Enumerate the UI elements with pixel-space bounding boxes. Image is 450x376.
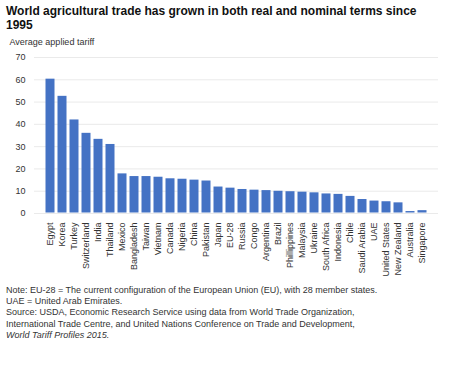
svg-text:40: 40 bbox=[15, 119, 25, 129]
svg-text:Ukraine: Ukraine bbox=[309, 222, 319, 253]
svg-text:Phillippines: Phillippines bbox=[285, 222, 295, 268]
svg-text:Saudi Arabia: Saudi Arabia bbox=[357, 222, 367, 273]
svg-text:India: India bbox=[93, 222, 103, 242]
svg-text:20: 20 bbox=[15, 164, 25, 174]
html-text:Source: USDA, Economic Researc: Source: USDA, Economic Research Service … bbox=[6, 307, 355, 318]
html-text:International Trade Centre, an: International Trade Centre, and United N… bbox=[6, 318, 355, 329]
svg-text:60: 60 bbox=[15, 74, 25, 84]
html-text:World Tariff Profiles 2015.: World Tariff Profiles 2015. bbox=[6, 329, 110, 340]
svg-text:70: 70 bbox=[15, 52, 25, 62]
svg-text:Turkey: Turkey bbox=[69, 222, 79, 250]
svg-text:Korea: Korea bbox=[57, 222, 67, 246]
html-text:UAE = United Arab Emirates.: UAE = United Arab Emirates. bbox=[6, 296, 123, 306]
svg-text:Nigeria: Nigeria bbox=[177, 222, 187, 251]
svg-text:Australia: Australia bbox=[405, 222, 415, 257]
svg-text:Chile: Chile bbox=[345, 222, 355, 243]
svg-text:30: 30 bbox=[15, 141, 25, 151]
svg-text:Russia: Russia bbox=[237, 222, 247, 250]
svg-text:Thailand: Thailand bbox=[105, 222, 115, 257]
svg-text:UAE: UAE bbox=[369, 222, 379, 241]
svg-text:Average applied tariff: Average applied tariff bbox=[10, 37, 95, 47]
svg-text:Bangladesh: Bangladesh bbox=[129, 222, 139, 270]
svg-text:South Africa: South Africa bbox=[321, 222, 331, 271]
svg-text:50: 50 bbox=[15, 97, 25, 107]
html-text:World agricultural trade has g: World agricultural trade has grown in bo… bbox=[6, 4, 417, 33]
svg-text:Argentina: Argentina bbox=[261, 222, 271, 261]
svg-text:Canada: Canada bbox=[165, 222, 175, 254]
svg-text:United States: United States bbox=[381, 222, 391, 277]
svg-text:Congo: Congo bbox=[249, 222, 259, 249]
html-text:Note: EU-28 = The current conf: Note: EU-28 = The current configuration … bbox=[6, 284, 378, 295]
svg-text:0: 0 bbox=[20, 208, 25, 218]
svg-text:Singapore: Singapore bbox=[417, 222, 427, 263]
svg-text:Vietnam: Vietnam bbox=[153, 222, 163, 255]
svg-text:10: 10 bbox=[15, 186, 25, 196]
svg-text:Japan: Japan bbox=[213, 222, 223, 247]
svg-text:Indonesia: Indonesia bbox=[333, 222, 343, 261]
svg-text:Brazil: Brazil bbox=[273, 222, 283, 245]
svg-text:Pakistan: Pakistan bbox=[201, 222, 211, 257]
svg-text:EU-28: EU-28 bbox=[225, 222, 235, 248]
svg-text:China: China bbox=[189, 222, 199, 246]
svg-text:New Zealand: New Zealand bbox=[393, 222, 403, 275]
svg-text:Taiwan: Taiwan bbox=[141, 222, 151, 250]
svg-text:Switzerland: Switzerland bbox=[81, 222, 91, 269]
svg-text:Mexico: Mexico bbox=[117, 222, 127, 251]
svg-text:Malaysia: Malaysia bbox=[297, 222, 307, 258]
svg-text:Egypt: Egypt bbox=[45, 222, 55, 246]
